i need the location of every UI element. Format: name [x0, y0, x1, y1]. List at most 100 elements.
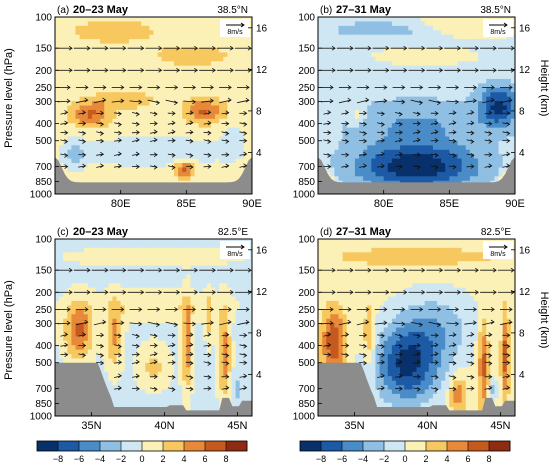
heatmap-cell — [363, 52, 368, 58]
heatmap-cell — [342, 21, 348, 27]
heatmap-cell — [247, 154, 252, 160]
heatmap-cell — [490, 123, 496, 129]
heatmap-cell — [412, 167, 418, 173]
heatmap-cell — [174, 171, 179, 177]
wind-vector — [484, 131, 492, 134]
heatmap-cell — [420, 47, 426, 53]
heatmap-cell — [174, 132, 179, 138]
heatmap-cell — [346, 171, 352, 177]
heatmap-cell — [202, 136, 208, 142]
heatmap-cell — [322, 34, 327, 40]
heatmap-cell — [169, 43, 175, 49]
heatmap-cell — [465, 47, 471, 53]
heatmap-cell — [67, 261, 73, 267]
heatmap-cell — [482, 56, 487, 62]
heatmap-cell — [424, 149, 430, 155]
heatmap-cell — [223, 52, 228, 58]
heatmap-cell — [87, 158, 93, 164]
heatmap-cell — [412, 149, 418, 155]
heatmap-cell — [363, 39, 368, 45]
heatmap-cell — [79, 327, 85, 333]
heatmap-cell — [350, 127, 356, 133]
heatmap-cell — [342, 87, 348, 93]
heatmap-cell — [342, 145, 348, 151]
heatmap-cell — [145, 25, 150, 31]
heatmap-cell — [145, 176, 150, 182]
heatmap-cell — [395, 65, 401, 71]
heatmap-cell — [437, 167, 442, 173]
heatmap-cell — [387, 61, 393, 67]
heatmap-cell — [354, 39, 360, 45]
heatmap-cell — [424, 17, 430, 23]
heatmap-cell — [100, 176, 105, 182]
heatmap-cell — [354, 52, 360, 58]
heatmap-cell — [338, 92, 344, 98]
heatmap-cell — [87, 92, 93, 98]
heatmap-cell — [494, 47, 500, 53]
heatmap-cell — [104, 105, 109, 111]
wind-vector — [167, 131, 175, 134]
heatmap-cell — [157, 74, 163, 80]
heatmap-cell — [71, 65, 77, 71]
wind-vector-head — [363, 110, 368, 116]
heatmap-cell — [338, 47, 344, 53]
wind-vector — [167, 122, 175, 125]
heatmap-cell — [112, 30, 118, 36]
heatmap-cell — [420, 65, 426, 71]
heatmap-cell — [63, 331, 68, 337]
wind-reference-label: 8m/s — [490, 29, 506, 36]
heatmap-cell — [235, 101, 241, 107]
heatmap-cell — [486, 149, 491, 155]
heatmap-cell — [408, 78, 413, 84]
heatmap-cell — [326, 61, 331, 67]
heatmap-cell — [67, 154, 73, 160]
heatmap-cell — [371, 52, 377, 58]
heatmap-cell — [387, 163, 393, 169]
heatmap-cell — [469, 39, 475, 45]
heatmap-cell — [322, 83, 327, 89]
heatmap-cell — [178, 114, 183, 120]
heatmap-cell — [437, 65, 442, 71]
heatmap-cell — [145, 17, 150, 23]
heatmap-cell — [478, 132, 483, 138]
heatmap-cell — [63, 30, 68, 36]
heatmap-cell — [510, 101, 515, 107]
y-right-tick-label: 16 — [519, 23, 531, 34]
heatmap-cell — [424, 127, 430, 133]
heatmap-cell — [137, 87, 142, 93]
heatmap-cell — [108, 127, 114, 133]
heatmap-cell — [235, 65, 241, 71]
plot-area — [318, 17, 515, 194]
heatmap-cell — [408, 149, 413, 155]
heatmap-cell — [83, 314, 89, 320]
wind-vector-head — [153, 111, 158, 117]
heatmap-cell — [174, 65, 179, 71]
heatmap-cell — [157, 171, 163, 177]
heatmap-cell — [165, 92, 171, 98]
heatmap-cell — [83, 278, 89, 284]
heatmap-cell — [174, 145, 179, 151]
heatmap-cell — [219, 109, 224, 115]
heatmap-cell — [202, 167, 208, 173]
heatmap-cell — [334, 118, 340, 124]
heatmap-cell — [510, 70, 515, 76]
heatmap-cell — [100, 30, 105, 36]
heatmap-cell — [186, 65, 192, 71]
heatmap-cell — [371, 61, 377, 67]
heatmap-cell — [445, 87, 450, 93]
heatmap-cell — [461, 25, 467, 31]
heatmap-cell — [59, 331, 64, 337]
heatmap-cell — [247, 70, 252, 76]
heatmap-cell — [83, 261, 89, 267]
heatmap-cell — [75, 163, 81, 169]
heatmap-cell — [420, 123, 426, 129]
heatmap-cell — [112, 318, 118, 324]
heatmap-cell — [87, 300, 93, 306]
heatmap-cell — [67, 52, 73, 58]
heatmap-cell — [157, 114, 163, 120]
heatmap-cell — [75, 61, 81, 67]
heatmap-cell — [112, 292, 118, 298]
wind-vector — [203, 131, 211, 134]
heatmap-cell — [490, 52, 496, 58]
heatmap-cell — [96, 336, 101, 342]
